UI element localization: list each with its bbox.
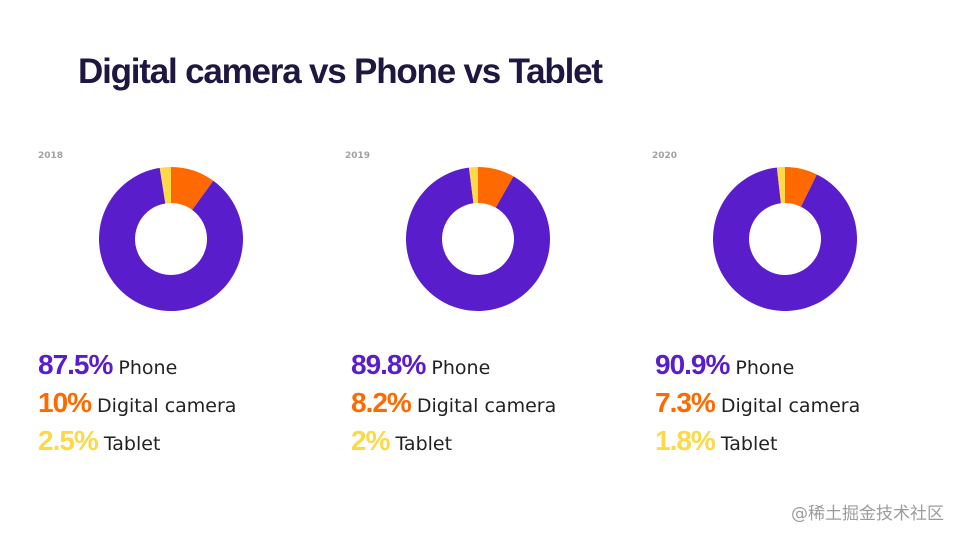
legend-item-digital-camera: 8.2% Digital camera [351, 384, 556, 422]
page-title: Digital camera vs Phone vs Tablet [78, 52, 603, 91]
phone-percent: 89.8% [351, 349, 426, 380]
digital-camera-label: Digital camera [416, 395, 557, 417]
year-label: 2020 [652, 151, 678, 161]
legend: 90.9% Phone 7.3% Digital camera 1.8% Tablet [655, 346, 860, 460]
legend-item-digital-camera: 10% Digital camera [38, 384, 236, 422]
slice-tablet [468, 167, 478, 204]
year-label: 2018 [38, 151, 64, 161]
tablet-percent: 2.5% [38, 425, 99, 456]
legend-item-phone: 87.5% Phone [38, 346, 236, 384]
tablet-label: Tablet [103, 433, 161, 455]
digital-camera-percent: 7.3% [655, 387, 716, 418]
slice-phone [713, 167, 857, 311]
legend: 89.8% Phone 8.2% Digital camera 2% Tablet [351, 346, 556, 460]
tablet-label: Tablet [720, 433, 778, 455]
donut-chart-2020 [713, 167, 857, 311]
phone-percent: 90.9% [655, 349, 730, 380]
slice-digital-camera [478, 167, 514, 208]
slice-phone [406, 167, 550, 311]
chart-panel-2018: 2018 87.5% Phone 10% Digital camera 2.5% Ta… [38, 148, 308, 468]
legend-item-digital-camera: 7.3% Digital camera [655, 384, 860, 422]
slice-digital-camera [785, 167, 817, 207]
legend-item-tablet: 2.5% Tablet [38, 422, 236, 460]
digital-camera-percent: 10% [38, 387, 92, 418]
digital-camera-label: Digital camera [97, 395, 237, 417]
legend-item-tablet: 1.8% Tablet [655, 422, 860, 460]
digital-camera-percent: 8.2% [351, 387, 412, 418]
tablet-percent: 1.8% [655, 425, 716, 456]
legend-item-phone: 90.9% Phone [655, 346, 860, 384]
chart-panel-2020: 2020 90.9% Phone 7.3% Digital camera 1.8% T… [652, 148, 922, 468]
phone-percent: 87.5% [38, 349, 113, 380]
legend-item-phone: 89.8% Phone [351, 346, 556, 384]
slice-tablet [159, 167, 171, 204]
legend-item-tablet: 2% Tablet [351, 422, 556, 460]
phone-label: Phone [118, 357, 178, 379]
year-label: 2019 [345, 151, 371, 161]
slice-tablet [776, 167, 785, 204]
watermark: @稀土掘金技术社区 [791, 504, 944, 524]
phone-label: Phone [431, 357, 491, 379]
phone-label: Phone [735, 357, 795, 379]
digital-camera-label: Digital camera [720, 395, 861, 417]
slice-phone [99, 167, 243, 311]
tablet-percent: 2% [351, 425, 390, 456]
donut-chart-2018 [99, 167, 243, 311]
tablet-label: Tablet [395, 433, 453, 455]
slice-digital-camera [171, 167, 214, 210]
legend: 87.5% Phone 10% Digital camera 2.5% Tablet [38, 346, 236, 460]
chart-panel-2019: 2019 89.8% Phone 8.2% Digital camera 2% Tab… [345, 148, 615, 468]
donut-chart-2019 [406, 167, 550, 311]
